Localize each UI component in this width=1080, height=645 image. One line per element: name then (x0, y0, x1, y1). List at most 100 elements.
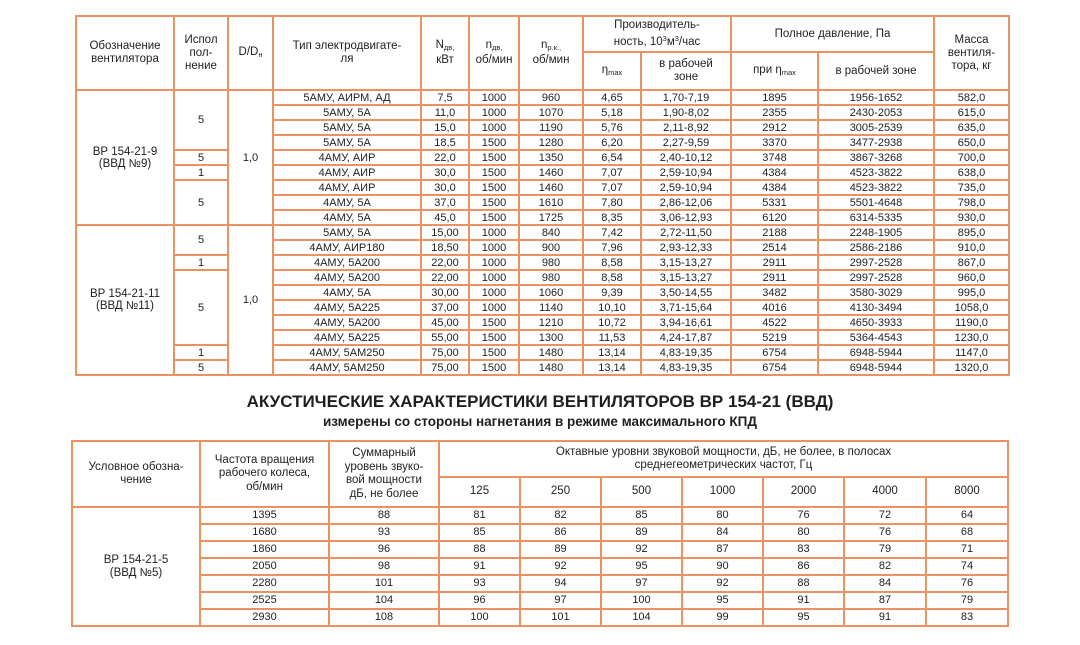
eta-max-cell: 7,80 (582, 194, 642, 211)
pri-label: при (753, 63, 776, 76)
octave-125-cell: 91 (438, 557, 521, 576)
motor-rpm-cell: 1000 (468, 254, 520, 271)
ispolnenie-cell: 5 (173, 149, 229, 166)
total-level-cell: 101 (328, 574, 440, 593)
ispolnenie-cell: 5 (173, 89, 229, 151)
total-level-cell: 88 (328, 506, 440, 525)
mass-cell: 995,0 (933, 284, 1010, 301)
eta-max-cell: 10,72 (582, 314, 642, 331)
impeller-rpm-cell: 1190 (518, 119, 584, 136)
octave-4000-cell: 87 (843, 591, 927, 610)
power-cell: 7,5 (420, 89, 470, 106)
mass-cell: 638,0 (933, 164, 1010, 181)
table-row: 1 4АМУ, АИР 30,0 1500 1460 7,07 2,59-10,94 4384… (76, 164, 1010, 181)
total-level-header: Суммарный уровень звуко- вой мощности дБ… (328, 440, 440, 508)
acoustic-subtitle: измерены со стороны нагнетания в режиме … (323, 414, 757, 429)
motor-type-cell: 4АМУ, 5А225 (272, 299, 422, 316)
pressure-zone-cell: 6948-5944 (817, 359, 935, 376)
octave-250-cell: 97 (519, 591, 602, 610)
pressure-zone-cell: 3477-2938 (817, 134, 935, 151)
perf-zone-cell: 4,24-17,87 (640, 329, 732, 346)
eta-max-cell: 5,18 (582, 104, 642, 121)
pressure-zone-cell: 2997-2528 (817, 269, 935, 286)
table-row: 4АМУ, 5А 37,0 1500 1610 7,80 2,86-12,06 5331 55… (76, 194, 1010, 211)
table-row: ВР 154-21-9 (ВВД №9) 5 1,0 5АМУ, АИРМ, АД 7,… (75, 89, 1010, 226)
motor-type-cell: 5АМУ, 5А (272, 224, 422, 241)
perf-zone-cell: 2,59-10,94 (640, 164, 732, 181)
impeller-rpm-cell: 1480 (518, 359, 584, 376)
impeller-rpm-cell: 1300 (518, 329, 584, 346)
table-row: 4АМУ, 5А225 55,00 1500 1300 11,53 4,24-17,87 5… (76, 329, 1010, 346)
impeller-rpm-cell: 840 (518, 224, 584, 241)
motor-rpm-cell: 1000 (468, 224, 520, 241)
motor-type-cell: 4АМУ, 5А200 (272, 314, 422, 331)
mass-cell: 582,0 (933, 89, 1010, 106)
power-cell: 37,0 (420, 194, 470, 211)
octave-125-cell: 93 (438, 574, 521, 593)
power-header: Nдв, кВт (420, 15, 470, 91)
mass-cell: 867,0 (933, 254, 1010, 271)
table-row: 2525 104 96 97 100 95 91 87 79 (72, 591, 1009, 610)
table-row: 5 4АМУ, 5А200 22,00 1000 980 8,58 3,15-13,27 29… (76, 269, 1010, 346)
table-row: ВР 154-21-11 (ВВД №11) 5 1,0 5АМУ, 5А 15,00 1… (75, 224, 1010, 376)
perf-zone-header: в рабочей зоне (640, 51, 732, 91)
octave-1000-cell: 99 (681, 608, 764, 627)
table-row: 1860 96 88 89 92 87 83 79 71 (72, 540, 1009, 559)
pressure-at-eta-cell: 2911 (730, 269, 819, 286)
pressure-zone-cell: 4523-3822 (817, 164, 935, 181)
subheader-row: 125 250 500 1000 2000 4000 8000 (72, 476, 1009, 508)
header-row: Условное обозна- чение Частота вращения … (71, 440, 1009, 508)
octave-125-cell: 96 (438, 591, 521, 610)
pressure-zone-cell: 6948-5944 (817, 344, 935, 361)
motor-type-cell: 4АМУ, 5А (272, 209, 422, 226)
octave-2000-cell: 86 (762, 557, 845, 576)
pressure-at-eta-cell: 4016 (730, 299, 819, 316)
pressure-zone-cell: 4523-3822 (817, 179, 935, 196)
pressure-at-eta-cell: 2514 (730, 239, 819, 256)
eta-max-cell: 8,58 (582, 269, 642, 286)
impeller-rpm-cell: 1070 (518, 104, 584, 121)
eta-max-cell: 7,42 (582, 224, 642, 241)
octave-250-cell: 94 (519, 574, 602, 593)
freq-8000-header: 8000 (925, 476, 1009, 508)
impeller-rpm-subscript: р.к., (547, 43, 562, 52)
octave-group-header: Октавные уровни звуковой мощности, дБ, н… (438, 440, 1009, 478)
pressure-zone-cell: 2997-2528 (817, 254, 935, 271)
ispolnenie-cell: 5 (173, 179, 229, 226)
octave-250-cell: 89 (519, 540, 602, 559)
mass-cell: 930,0 (933, 209, 1010, 226)
impeller-rpm-cell: 1280 (518, 134, 584, 151)
perf-zone-cell: 3,50-14,55 (640, 284, 732, 301)
perf-zone-cell: 3,94-16,61 (640, 314, 732, 331)
power-cell: 45,0 (420, 209, 470, 226)
eta-max-cell: 9,39 (582, 284, 642, 301)
ispolnenie-cell: 5 (173, 359, 229, 376)
eta-max-cell: 6,20 (582, 134, 642, 151)
power-cell: 30,0 (420, 164, 470, 181)
subheader-row: ηmax в рабочей зоне при ηmax в рабочей з… (76, 51, 1009, 91)
motor-type-cell: 4АМУ, 5АМ250 (272, 359, 422, 376)
power-cell: 18,5 (420, 134, 470, 151)
ispolnenie-cell: 5 (173, 269, 229, 346)
motor-type-cell: 4АМУ, АИР (272, 164, 422, 181)
power-cell: 15,00 (420, 224, 470, 241)
rpm-cell: 2930 (199, 608, 330, 627)
motor-type-cell: 4АМУ, 5АМ250 (272, 344, 422, 361)
motor-rpm-cell: 1000 (468, 269, 520, 286)
motor-type-cell: 4АМУ, 5А225 (272, 329, 422, 346)
eta-subscript: max (781, 67, 796, 77)
octave-125-cell: 85 (438, 523, 521, 542)
pressure-zone-cell: 2586-2186 (817, 239, 935, 256)
octave-8000-cell: 83 (925, 608, 1009, 627)
freq-125-header: 125 (438, 476, 521, 508)
motor-rpm-cell: 1000 (468, 119, 520, 136)
impeller-rpm-cell: 980 (518, 254, 584, 271)
perf-zone-cell: 2,11-8,92 (640, 119, 732, 136)
table-row: 4АМУ, 5А200 45,00 1500 1210 10,72 3,94-16,61 4… (76, 314, 1010, 331)
fan-specs-table-container: Обозначение вентилятора Испол пол- нение… (75, 15, 1010, 376)
motor-rpm-cell: 1500 (468, 179, 520, 196)
mass-cell: 735,0 (933, 179, 1010, 196)
pressure-zone-cell: 1956-1652 (817, 89, 935, 106)
pressure-eta-header: при ηmax (730, 51, 819, 91)
